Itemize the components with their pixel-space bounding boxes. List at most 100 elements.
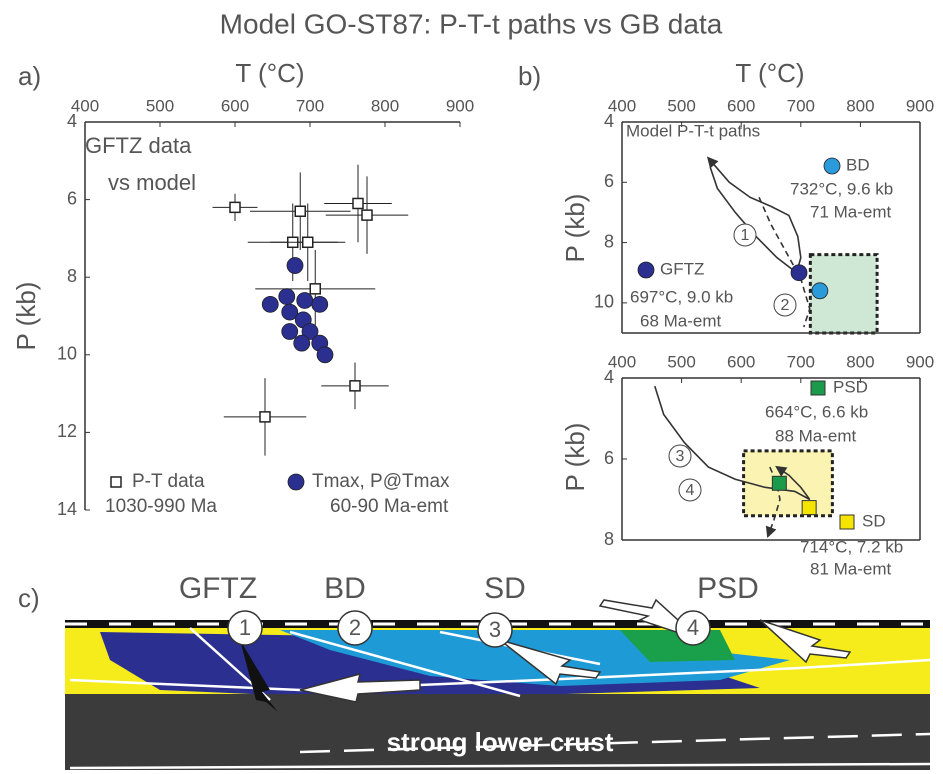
path-label-circle [733,223,757,247]
y-tick-label: 4 [67,111,77,131]
path-number: 4 [687,615,699,640]
legend-marker [287,473,305,491]
legend-marker [637,261,655,279]
legend-note: 88 Ma-emt [775,426,857,445]
pt-path [706,156,802,275]
data-point [294,205,306,217]
legend-note: 68 Ma-emt [640,311,722,330]
legend-note: 732°C, 9.6 kb [790,179,893,198]
y-axis-title: P (kb) [560,194,590,263]
x-tick-label: 800 [846,96,874,115]
legend-label: SD [862,511,886,530]
panel-label: b) [518,61,541,91]
zone-label: BD [324,572,366,605]
y-tick-label: 14 [57,499,77,519]
data-point [278,288,296,306]
figure-title: Model GO-ST87: P-T-t paths vs GB data [220,8,723,39]
data-point [261,295,279,313]
y-tick-label: 6 [604,448,614,468]
panel-label: a) [18,61,41,91]
path-number: 1 [239,615,251,640]
x-tick-label: 700 [787,352,815,371]
x-tick-label: 500 [146,96,174,115]
legend-marker [110,476,122,488]
lower-crust [65,694,930,770]
zone-label: SD [484,572,526,605]
annotation: vs model [108,170,196,195]
pt-path [758,197,811,328]
cross-section [65,598,931,770]
path-number: 3 [489,617,501,642]
path-label-circle [773,293,797,317]
path-label: 3 [676,448,685,465]
x-tick-label: 600 [727,96,755,115]
y-tick-label: 8 [604,529,614,549]
zone-label: GFTZ [179,572,257,605]
legend-label: Tmax, P@Tmax [312,471,450,492]
legend-label: GFTZ [660,259,704,278]
y-tick-label: 4 [604,367,614,387]
data-point [301,323,319,340]
crust-label: strong lower crust [387,727,614,757]
legend-note: 71 Ma-emt [810,202,892,221]
data-point [309,283,321,295]
x-tick-label: 600 [221,96,249,115]
path-label: 2 [781,297,790,314]
y-tick-label: 10 [57,344,77,364]
legend-label: PSD [833,377,868,396]
annotation: GFTZ data [85,133,192,158]
pt-path [654,385,811,501]
data-point [811,282,829,300]
panel-label: c) [18,583,40,613]
legend-marker [839,514,855,530]
x-tick-label: 400 [608,96,636,115]
data-point [293,334,311,352]
x-tick-label: 900 [906,96,934,115]
path-circles [227,610,711,648]
x-tick-label: 500 [667,352,695,371]
legend-note: 714°C, 7.2 kb [800,537,903,556]
x-tick-label: 400 [71,96,99,115]
legend-note: 60-90 Ma-emt [330,496,449,517]
data-point [316,346,334,364]
data-point [352,197,364,210]
legend-note: 81 Ma-emt [810,559,892,578]
legend-note: 664°C, 6.6 kb [765,402,868,421]
y-tick-label: 6 [67,188,77,208]
legend-label: P-T data [132,471,205,492]
annotation: Model P-T-t paths [626,121,760,140]
zone-label: PSD [697,572,759,605]
data-point [311,295,329,313]
x-axis-title: T (°C) [735,58,804,88]
y-tick-label: 10 [594,292,614,312]
x-tick-label: 900 [446,96,474,115]
path-number: 2 [349,615,361,640]
path-label-circle [678,478,702,502]
legend-marker [823,157,841,175]
data-point [281,303,299,321]
y-tick-label: 4 [604,111,614,131]
fault-arrow [240,640,278,712]
data-point [296,292,314,309]
legend-label: BD [846,155,870,174]
data-point [286,257,304,274]
y-tick-label: 12 [57,421,77,441]
data-point [771,475,787,491]
x-tick-label: 400 [608,352,636,371]
y-tick-label: 6 [604,171,614,191]
data-point [259,411,271,423]
path-label: 1 [741,227,750,244]
path-label-circle [668,444,692,468]
data-point [229,201,241,214]
data-point [281,323,299,340]
data-point [361,209,373,221]
x-tick-label: 600 [727,352,755,371]
y-axis-title: P (kb) [560,423,590,492]
legend-marker [810,380,826,396]
data-point [349,380,361,392]
x-tick-label: 800 [846,352,874,371]
legend-note: 697°C, 9.0 kb [630,287,733,306]
x-tick-label: 800 [371,96,399,115]
x-tick-label: 900 [906,352,934,371]
